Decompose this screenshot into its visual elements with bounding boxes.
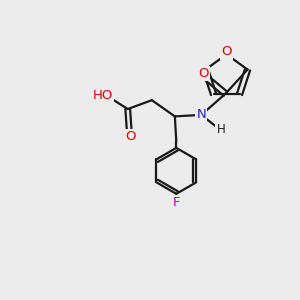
Text: O: O	[125, 130, 136, 142]
Text: O: O	[198, 67, 209, 80]
Text: N: N	[196, 108, 206, 121]
Text: HO: HO	[92, 89, 113, 102]
Text: H: H	[216, 123, 225, 136]
Text: F: F	[172, 196, 180, 208]
Text: O: O	[221, 45, 232, 58]
